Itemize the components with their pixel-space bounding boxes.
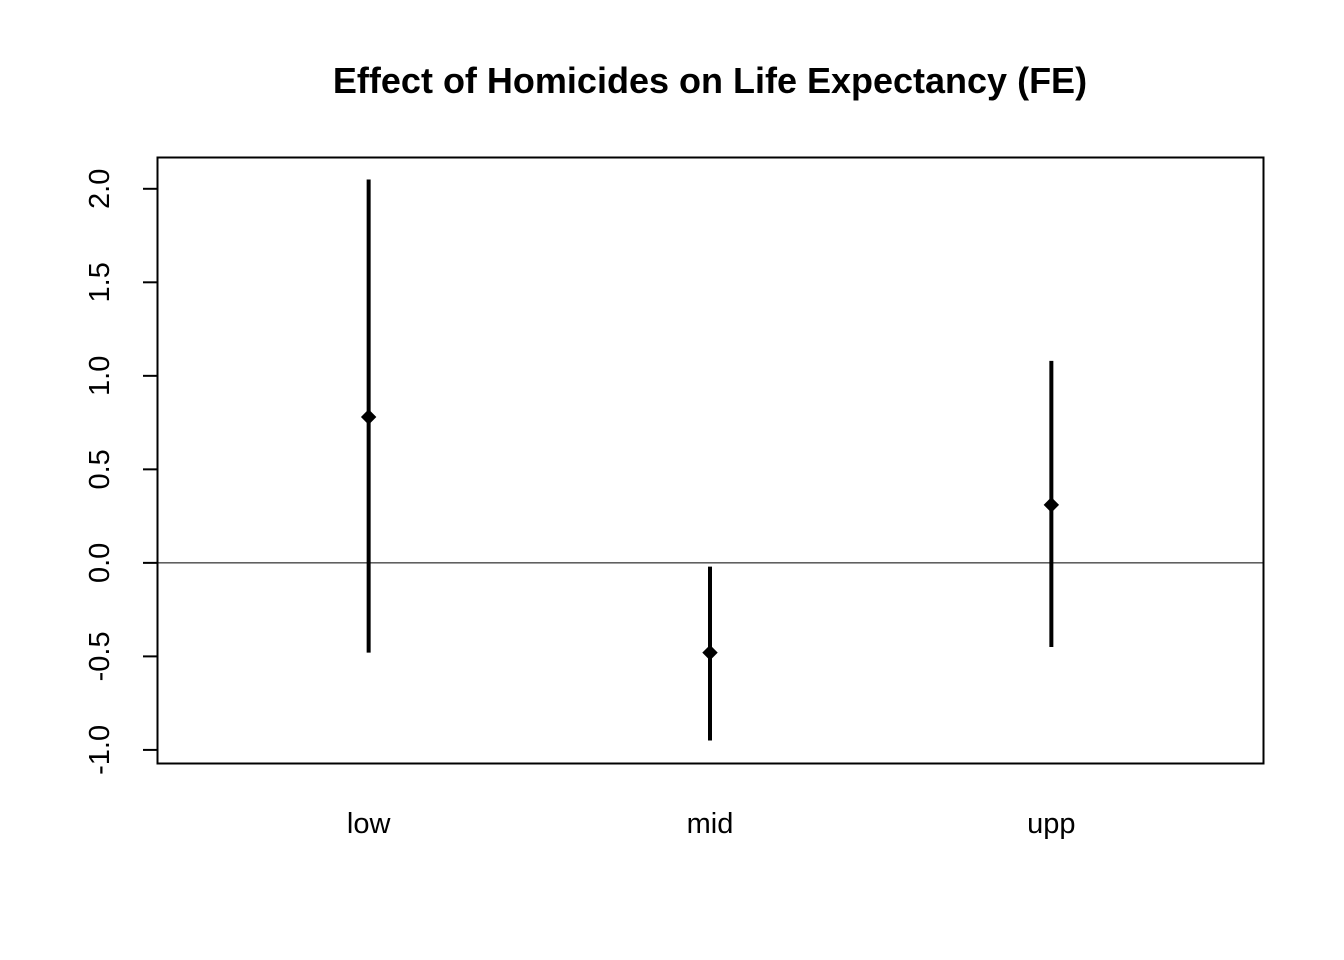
error-bar-upp (1043, 360, 1060, 648)
y-tick-label: 0.5 (84, 449, 116, 489)
x-category-label: low (347, 808, 392, 840)
y-tick-label: -0.5 (84, 631, 116, 681)
error-bar-series (360, 179, 1060, 741)
y-tick-label: -1.0 (84, 725, 116, 775)
y-tick-label: 1.5 (84, 262, 116, 302)
x-category-label: mid (687, 808, 734, 840)
x-axis: low mid upp (347, 808, 1076, 840)
plot-frame (156, 156, 1265, 765)
x-category-label: upp (1027, 808, 1075, 840)
y-tick-label: 2.0 (84, 169, 116, 209)
error-bar-low (360, 179, 377, 653)
y-axis: -1.0 -0.5 0.0 0.5 1.0 1.5 2.0 (84, 169, 157, 775)
point-estimate-marker (360, 409, 377, 425)
chart-title: Effect of Homicides on Life Expectancy (… (333, 60, 1087, 101)
error-bar-mid (702, 566, 718, 741)
point-estimate-marker (1043, 497, 1060, 513)
y-tick-label: 0.0 (84, 543, 116, 583)
point-estimate-marker (702, 644, 718, 661)
y-tick-label: 1.0 (84, 356, 116, 396)
